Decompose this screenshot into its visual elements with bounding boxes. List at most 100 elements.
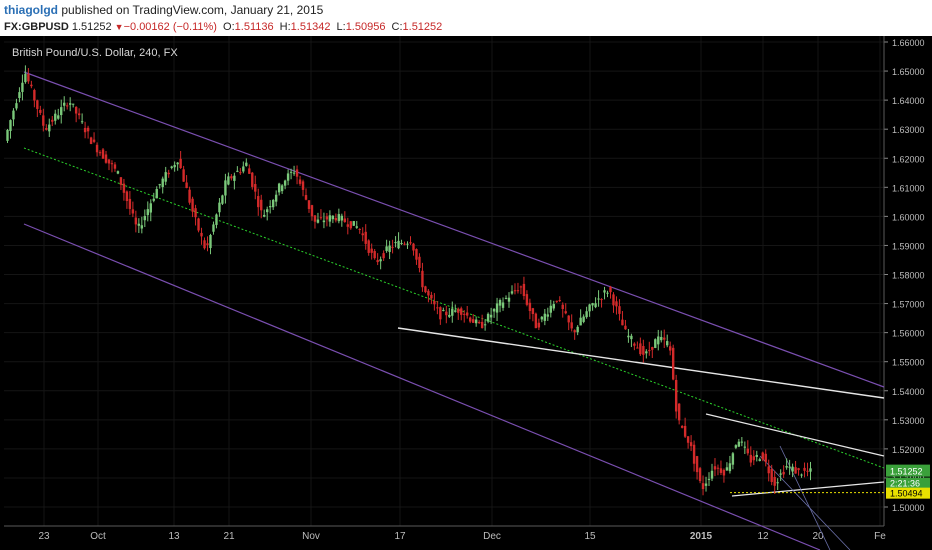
candle-body [12,110,15,120]
candle-body [221,195,224,204]
candle-body [674,379,678,412]
candle-body [483,324,487,326]
candle-body [340,215,344,221]
candle-body [42,115,45,126]
y-tick-label: 1.62000 [892,154,925,164]
candle-body [758,459,761,461]
candle-body [107,159,111,164]
candle-body [203,240,206,249]
candle-body [460,308,463,315]
last-price-tag-bg [886,464,930,477]
candle-body [331,215,335,220]
price-chart[interactable]: 1.66000 1.65000 1.64000 1.63000 1.62000 1.610… [0,36,932,550]
candle-body [412,243,415,251]
candle-body [149,203,152,213]
candle-body [797,468,800,471]
candle-body [313,215,317,222]
candle-body [439,307,442,320]
candle-body [606,292,609,294]
candle-body [713,466,717,470]
candle-body [800,474,803,476]
candle-body [277,183,281,193]
candle-body [507,297,511,302]
candle-body [146,209,149,216]
candle-body [83,127,87,133]
candle-body [77,113,81,116]
candle-body [725,467,729,471]
candle-body [161,178,164,188]
candle-body [397,240,400,249]
author-name[interactable]: thiagolgd [4,3,58,17]
candle-body [394,242,397,244]
candle-body [248,168,251,174]
candle-body [286,173,290,181]
candle-body [358,229,361,231]
candle-body [65,105,69,107]
candle-body [415,249,418,260]
candle-body [466,312,469,316]
candle-body [785,466,788,468]
candle-body [119,177,123,185]
support-tag: 1.50494 [890,489,923,499]
candle-body [280,185,284,192]
candle-body [382,253,385,259]
candle-body [686,436,690,443]
candle-body [388,245,391,252]
candle-body [737,441,741,447]
y-tick-label: 1.64000 [892,96,925,106]
candle-body [731,453,735,465]
candle-body [645,351,648,354]
candle-body [537,322,541,328]
candle-body [501,302,505,308]
symbol[interactable]: FX:GBPUSD [4,21,69,33]
candle-body [570,322,573,329]
candle-body [68,103,72,105]
x-tick-label: 13 [168,531,180,542]
candle-body [385,246,388,251]
candle-body [471,319,475,323]
x-tick-label: 21 [223,531,235,542]
candle-body [63,102,66,106]
candle-body [30,84,33,87]
candle-body [528,302,532,312]
candle-body [776,482,779,484]
published-text: published on TradingView.com, January 21… [61,3,324,17]
candle-body [158,184,161,186]
candle-body [421,270,424,288]
candle-body [307,200,311,209]
open-value: 1.51136 [234,21,274,33]
candle-body [770,469,773,482]
candle-body [104,154,108,163]
candle-body [746,448,750,454]
candle-body [191,198,194,212]
candle-body [242,166,245,172]
candle-body [140,225,144,229]
candle-body [292,172,296,174]
candle-body [749,454,753,463]
x-tick-label: 23 [38,531,50,542]
candle-body [113,164,117,169]
y-tick-label: 1.60000 [892,212,925,222]
candle-body [680,425,684,428]
candle-body [573,330,576,333]
y-tick-label: 1.55000 [892,358,925,368]
publish-line: thiagolgd published on TradingView.com, … [4,2,323,18]
x-tick-label: 20 [812,531,824,542]
close-label: C: [391,21,403,33]
last-price-tag: 1.51252 [890,467,923,477]
candle-body [95,144,99,153]
candle-body [271,199,275,208]
candle-body [379,259,382,262]
trendline-upper [397,327,885,399]
candle-body [663,337,666,340]
x-tick-label: 2015 [690,531,713,542]
candle-body [406,243,409,245]
y-tick-label: 1.61000 [892,183,925,193]
candle-body [233,175,236,181]
candle-body [794,467,797,474]
candle-body [513,290,517,292]
candle-body [609,287,612,293]
candle-body [128,198,132,209]
candle-body [101,149,105,159]
candle-body [710,470,714,479]
